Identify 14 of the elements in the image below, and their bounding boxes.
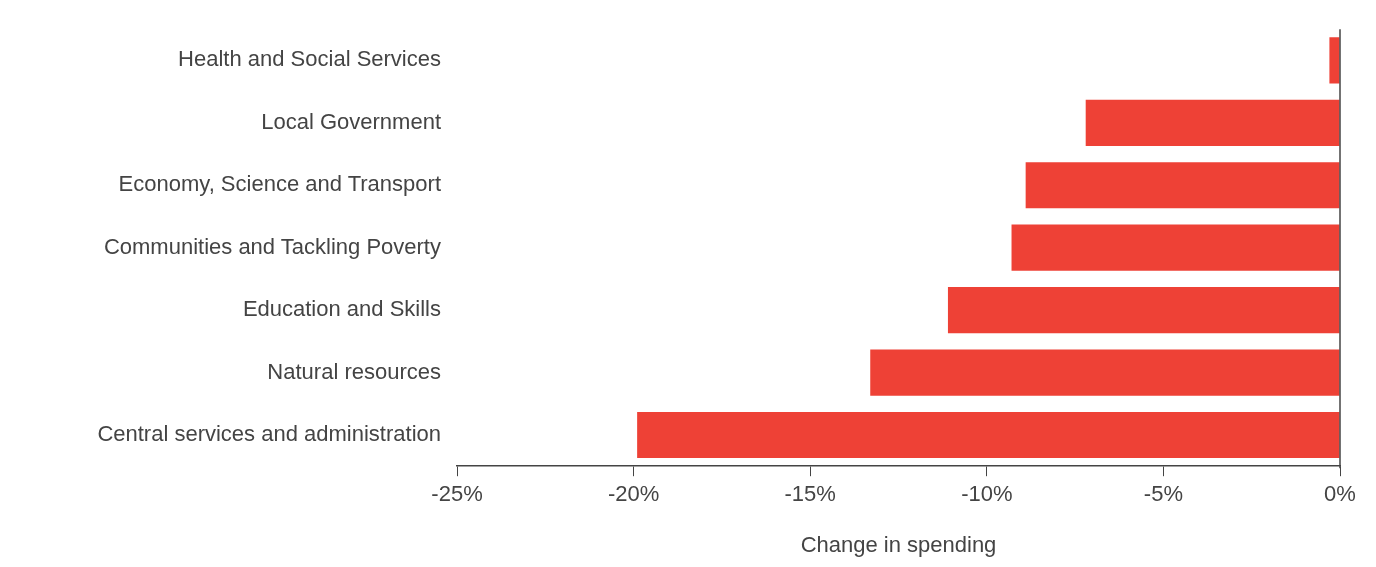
x-tick-label: -15% (784, 481, 836, 507)
y-tick-label: Communities and Tackling Poverty (103, 233, 441, 259)
y-tick-label: Health and Social Services (178, 46, 441, 72)
x-axis-title: Change in spending (800, 531, 997, 557)
x-tick-label: 0% (1324, 481, 1356, 507)
x-tick-label: -10% (961, 481, 1013, 507)
y-tick-label: Local Government (261, 108, 441, 134)
x-tick-label: -5% (1143, 481, 1183, 507)
x-tick-label: -20% (607, 481, 660, 507)
y-tick-label: Central services and administration (97, 421, 441, 447)
y-tick-label: Education and Skills (242, 296, 441, 322)
y-tick-label: Economy, Science and Transport (118, 171, 441, 197)
y-tick-label: Natural resources (267, 358, 441, 384)
x-tick-label: -25% (431, 481, 483, 507)
